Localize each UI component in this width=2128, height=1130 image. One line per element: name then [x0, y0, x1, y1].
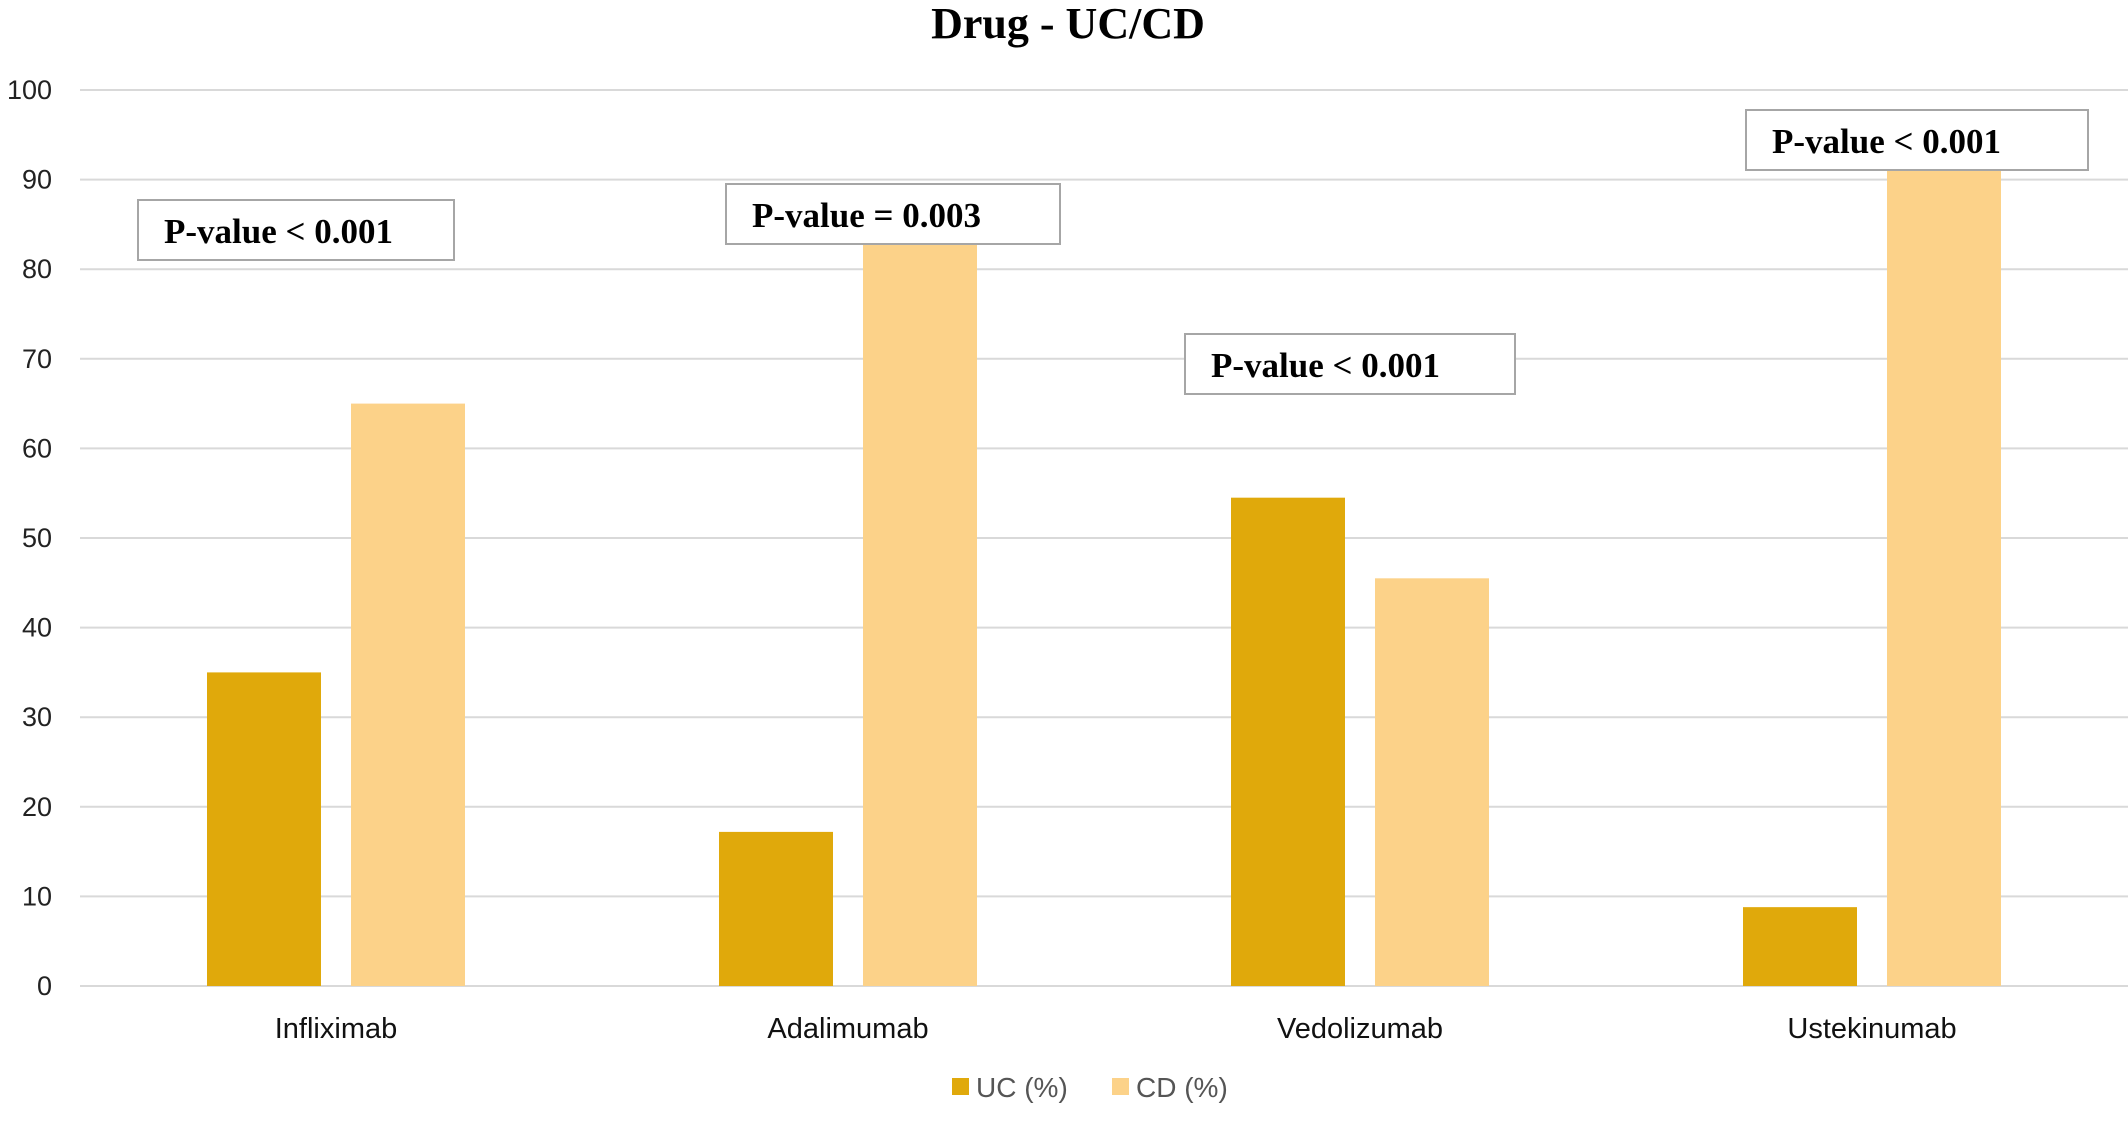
annotation-text: P-value < 0.001 — [164, 212, 393, 251]
legend-swatch — [952, 1078, 969, 1095]
bar-ustekinumab-cd — [1887, 168, 2001, 986]
annotation-text: P-value = 0.003 — [752, 196, 981, 235]
y-tick-label-70: 70 — [22, 344, 52, 374]
bar-vedolizumab-cd — [1375, 578, 1489, 986]
y-tick-label-40: 40 — [22, 613, 52, 643]
x-axis-tick-labels: Infliximab Adalimumab Vedolizumab Ustekinum… — [275, 1013, 1957, 1045]
bar-vedolizumab-uc — [1231, 497, 1345, 986]
bars — [207, 168, 2001, 987]
legend: UC (%) CD (%) — [952, 1072, 1228, 1103]
y-tick-label-0: 0 — [37, 971, 52, 1001]
annotation-box — [1184, 333, 1516, 395]
annotation-infliximab: P-value < 0.001 — [137, 199, 455, 261]
y-tick-label-20: 20 — [22, 792, 52, 822]
annotations: P-value < 0.001 P-value = 0.003 P-value < … — [137, 109, 2089, 395]
bar-adalimumab-uc — [719, 831, 833, 986]
legend-label: CD (%) — [1136, 1072, 1228, 1103]
annotation-text: P-value < 0.001 — [1211, 346, 1440, 385]
annotation-adalimumab: P-value = 0.003 — [725, 183, 1061, 245]
x-tick-label-infliximab: Infliximab — [275, 1013, 398, 1045]
annotation-text: P-value < 0.001 — [1772, 122, 2001, 161]
legend-label: UC (%) — [976, 1072, 1068, 1103]
legend-swatch — [1112, 1078, 1129, 1095]
y-tick-label-30: 30 — [22, 702, 52, 732]
bar-ustekinumab-uc — [1743, 907, 1857, 986]
annotation-ustekinumab: P-value < 0.001 — [1745, 109, 2089, 171]
y-tick-label-60: 60 — [22, 433, 52, 463]
annotation-box — [1745, 109, 2089, 171]
x-tick-label-adalimumab: Adalimumab — [767, 1013, 928, 1045]
x-tick-label-ustekinumab: Ustekinumab — [1787, 1013, 1956, 1045]
x-tick-label-vedolizumab: Vedolizumab — [1277, 1013, 1443, 1045]
y-tick-label-80: 80 — [22, 254, 52, 284]
annotation-box — [725, 183, 1061, 245]
legend-item-uc: UC (%) — [952, 1072, 1068, 1103]
y-tick-label-90: 90 — [22, 165, 52, 195]
y-tick-label-50: 50 — [22, 523, 52, 553]
y-axis-tick-labels: 0 10 20 30 40 50 60 70 80 90 100 — [7, 75, 52, 1001]
bar-adalimumab-cd — [863, 244, 977, 986]
bar-infliximab-cd — [351, 403, 465, 987]
legend-item-cd: CD (%) — [1112, 1072, 1228, 1103]
bar-infliximab-uc — [207, 672, 321, 986]
y-tick-label-100: 100 — [7, 75, 52, 105]
annotation-box — [137, 199, 455, 261]
y-tick-label-10: 10 — [22, 881, 52, 911]
chart-title: Drug - UC/CD — [931, 0, 1205, 48]
annotation-vedolizumab: P-value < 0.001 — [1184, 333, 1516, 395]
